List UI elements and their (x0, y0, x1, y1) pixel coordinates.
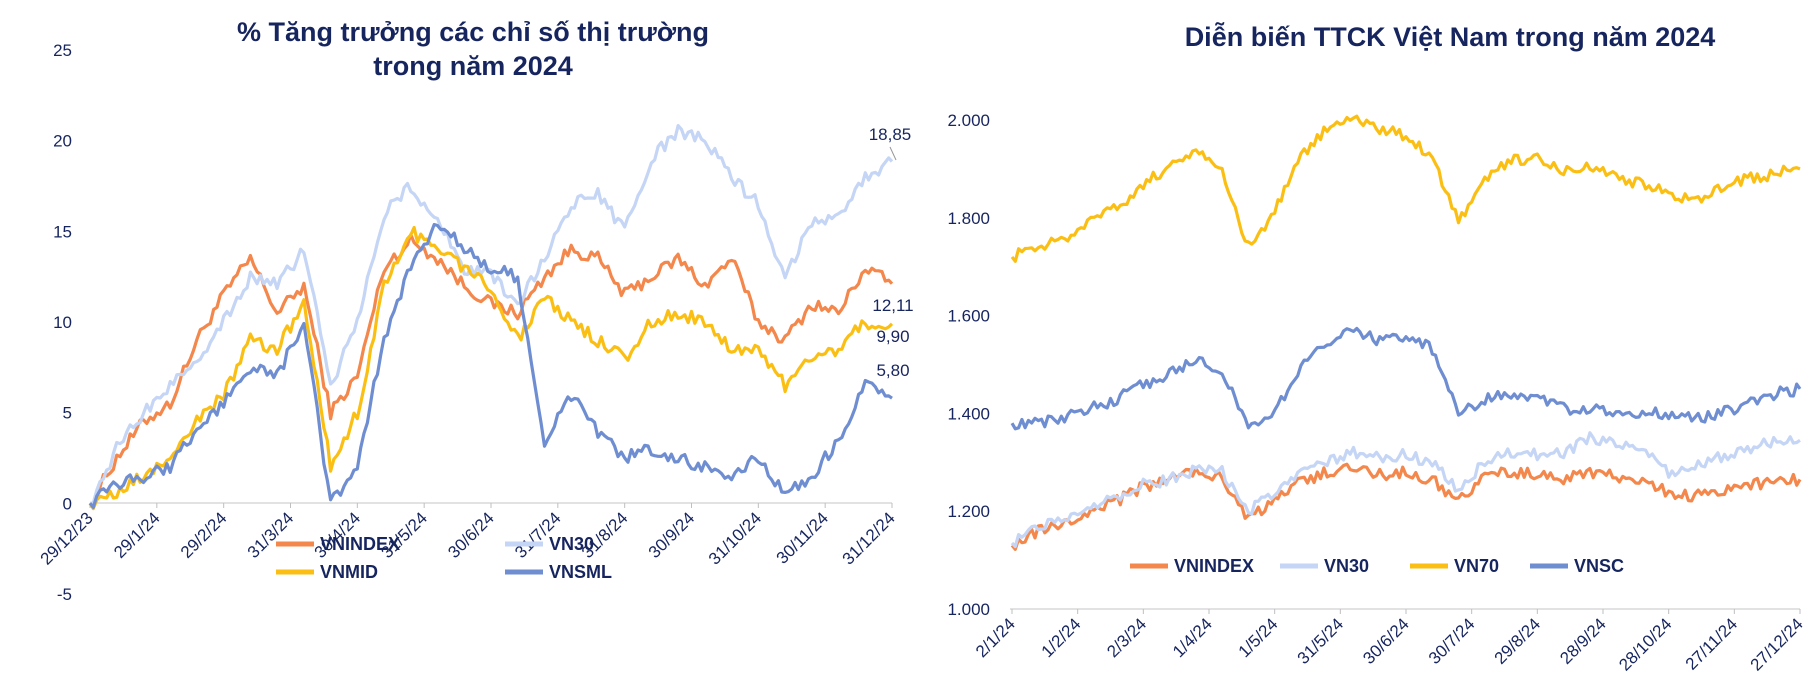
left-end-label-vnmid: 9,90 (876, 327, 909, 346)
left-x-tick-label: 29/2/24 (177, 508, 231, 562)
left-chart-title-line-2: trong năm 2024 (373, 51, 573, 81)
left-y-tick-label: 10 (53, 313, 72, 332)
right-legend-label-vnsc: VNSC (1574, 556, 1624, 576)
left-x-tick-label: 30/11/24 (773, 508, 832, 567)
right-series-line-vnsc (1010, 326, 1802, 431)
right-y-tick-label: 1.600 (947, 307, 990, 326)
left-end-label-leader (889, 146, 897, 161)
right-legend-label-vn70: VN70 (1454, 556, 1499, 576)
left-series-line-vn30 (89, 124, 894, 505)
left-x-tick-label: 30/6/24 (444, 508, 498, 562)
left-x-tick-label: 29/1/24 (110, 508, 164, 562)
left-legend-label-vn30: VN30 (549, 534, 594, 554)
left-y-tick-label: 25 (53, 41, 72, 60)
left-x-tick-label: 31/10/24 (705, 508, 765, 568)
right-y-tick-label: 1.000 (947, 600, 990, 619)
right-y-tick-label: 1.800 (947, 209, 990, 228)
left-y-tick-label: 0 (63, 494, 72, 513)
left-series-line-vnindex (89, 233, 894, 506)
left-chart-title-line-1: % Tăng trưởng các chỉ số thị trường (237, 17, 709, 47)
right-x-tick-label: 31/5/24 (1294, 614, 1348, 668)
left-y-tick-label: 20 (53, 132, 72, 151)
right-series-line-vn70 (1010, 114, 1801, 263)
right-series-line-vn30 (1010, 431, 1801, 549)
right-x-tick-label: 27/11/24 (1682, 614, 1741, 673)
left-end-label-vnsml: 5,80 (876, 361, 909, 380)
left-legend-label-vnsml: VNSML (549, 562, 612, 582)
right-x-tick-label: 28/10/24 (1615, 614, 1675, 674)
right-x-tick-label: 1/2/24 (1038, 614, 1085, 661)
left-end-label-vnindex: 12,11 (872, 296, 913, 315)
left-series-line-vnsml (88, 222, 893, 509)
left-chart: % Tăng trưởng các chỉ số thị trường tron… (37, 17, 914, 604)
left-legend-label-vnindex: VNINDEX (320, 534, 400, 554)
left-x-tick-label: 29/12/23 (37, 508, 97, 568)
right-x-tick-label: 2/1/24 (972, 614, 1019, 661)
left-series-line-vnmid (88, 225, 894, 511)
left-end-label-vn30: 18,85 (869, 125, 912, 144)
left-y-tick-label: 5 (63, 404, 72, 423)
left-x-tick-label: 31/3/24 (244, 508, 298, 562)
right-x-tick-label: 27/12/24 (1747, 614, 1807, 674)
right-y-tick-label: 1.200 (947, 502, 990, 521)
left-legend-label-vnmid: VNMID (320, 562, 378, 582)
right-legend-label-vn30: VN30 (1324, 556, 1369, 576)
right-y-tick-label: 2.000 (947, 111, 990, 130)
right-x-tick-label: 1/4/24 (1169, 614, 1216, 661)
right-chart-title: Diễn biến TTCK Việt Nam trong năm 2024 (1185, 21, 1716, 52)
right-y-tick-label: 1.400 (947, 404, 990, 423)
right-x-tick-label: 29/8/24 (1491, 614, 1545, 668)
right-x-tick-label: 28/9/24 (1556, 614, 1610, 668)
left-y-tick-label: -5 (57, 585, 72, 604)
right-x-tick-label: 1/5/24 (1235, 614, 1282, 661)
left-x-tick-label: 30/9/24 (645, 508, 699, 562)
left-y-tick-label: 15 (53, 222, 72, 241)
right-legend-label-vnindex: VNINDEX (1174, 556, 1254, 576)
right-x-tick-label: 30/7/24 (1425, 614, 1479, 668)
right-series-line-vnindex (1010, 462, 1802, 551)
right-x-tick-label: 30/6/24 (1359, 614, 1413, 668)
right-chart: Diễn biến TTCK Việt Nam trong năm 2024 1… (947, 21, 1806, 675)
left-x-tick-label: 31/12/24 (839, 508, 899, 568)
right-x-tick-label: 2/3/24 (1103, 614, 1150, 661)
